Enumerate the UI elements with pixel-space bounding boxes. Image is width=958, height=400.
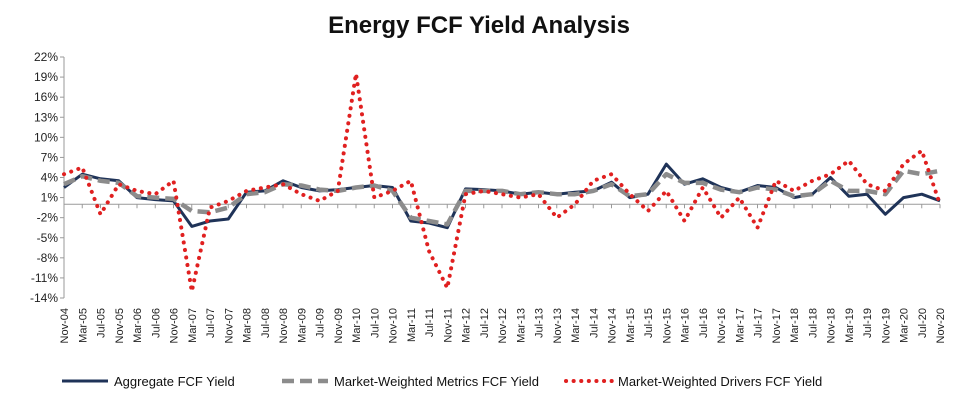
y-tick-label: -11% <box>31 271 58 285</box>
series-group <box>62 71 942 294</box>
x-tick-label: Mar-09 <box>296 308 308 343</box>
x-tick-label: Mar-19 <box>844 308 856 343</box>
x-tick-label: Nov-08 <box>278 308 290 343</box>
series-line-3 <box>62 71 942 294</box>
x-tick-label: Mar-05 <box>77 308 89 343</box>
x-tick-label: Jul-06 <box>150 308 162 338</box>
y-tick-label: -14% <box>30 291 58 305</box>
axes-group: 22%19%16%13%10%7%4%1%-2%-5%-8%-11%-14%No… <box>30 50 947 343</box>
x-tick-label: Nov-13 <box>552 308 564 343</box>
x-tick-label: Jul-20 <box>917 308 929 338</box>
x-tick-label: Nov-18 <box>826 308 838 343</box>
x-tick-label: Nov-19 <box>880 308 892 343</box>
x-tick-label: Jul-07 <box>205 308 217 338</box>
x-tick-label: Jul-12 <box>479 308 491 338</box>
x-tick-label: Mar-10 <box>351 308 363 343</box>
x-tick-label: Mar-17 <box>734 308 746 343</box>
y-tick-label: 22% <box>34 50 58 64</box>
x-tick-label: Mar-07 <box>187 308 199 343</box>
x-tick-label: Mar-14 <box>570 308 582 343</box>
x-tick-label: Mar-15 <box>625 308 637 343</box>
x-tick-label: Nov-20 <box>935 308 947 343</box>
x-tick-label: Jul-18 <box>807 308 819 338</box>
x-tick-label: Mar-12 <box>461 308 473 343</box>
y-tick-label: 7% <box>41 150 59 164</box>
x-tick-label: Nov-14 <box>607 308 619 343</box>
y-tick-label: 13% <box>34 110 58 124</box>
y-tick-label: 19% <box>34 70 58 84</box>
x-tick-label: Nov-17 <box>771 308 783 343</box>
x-tick-label: Jul-16 <box>698 308 710 338</box>
x-tick-label: Nov-09 <box>333 308 345 343</box>
x-tick-label: Mar-13 <box>515 308 527 343</box>
series-line-2 <box>63 168 941 227</box>
x-tick-label: Nov-07 <box>223 308 235 343</box>
x-tick-label: Nov-05 <box>114 308 126 343</box>
legend: Aggregate FCF Yield Market-Weighted Metri… <box>62 374 822 389</box>
y-tick-label: -5% <box>37 231 59 245</box>
y-tick-label: 1% <box>41 191 59 205</box>
x-tick-label: Nov-04 <box>59 308 71 343</box>
x-tick-label: Mar-18 <box>789 308 801 343</box>
x-tick-label: Nov-15 <box>661 308 673 343</box>
x-tick-label: Nov-12 <box>497 308 509 343</box>
x-tick-label: Mar-06 <box>132 308 144 343</box>
x-tick-label: Jul-09 <box>315 308 327 338</box>
chart-title: Energy FCF Yield Analysis <box>328 12 630 39</box>
x-tick-label: Mar-16 <box>680 308 692 343</box>
legend-label-1: Aggregate FCF Yield <box>114 374 235 389</box>
x-tick-label: Jul-19 <box>862 308 874 338</box>
y-tick-label: 16% <box>34 90 58 104</box>
y-tick-label: -8% <box>37 251 59 265</box>
x-tick-label: Jul-05 <box>96 308 108 338</box>
y-tick-label: 4% <box>41 171 59 185</box>
x-tick-label: Jul-10 <box>369 308 381 338</box>
x-tick-label: Nov-06 <box>169 308 181 343</box>
y-tick-label: 10% <box>34 130 58 144</box>
x-tick-label: Jul-15 <box>643 308 655 338</box>
x-tick-label: Mar-08 <box>242 308 254 343</box>
x-tick-label: Nov-10 <box>388 308 400 343</box>
x-tick-label: Jul-08 <box>260 308 272 338</box>
x-tick-label: Nov-11 <box>442 308 454 343</box>
x-tick-label: Jul-13 <box>534 308 546 338</box>
x-tick-label: Jul-17 <box>753 308 765 338</box>
legend-label-2: Market-Weighted Metrics FCF Yield <box>334 374 539 389</box>
x-tick-label: Mar-20 <box>899 308 911 343</box>
legend-label-3: Market-Weighted Drivers FCF Yield <box>618 374 822 389</box>
x-tick-label: Nov-16 <box>716 308 728 343</box>
x-tick-label: Jul-11 <box>424 308 436 337</box>
x-tick-label: Mar-11 <box>406 308 418 342</box>
y-tick-label: -2% <box>37 211 59 225</box>
x-tick-label: Jul-14 <box>588 308 600 338</box>
